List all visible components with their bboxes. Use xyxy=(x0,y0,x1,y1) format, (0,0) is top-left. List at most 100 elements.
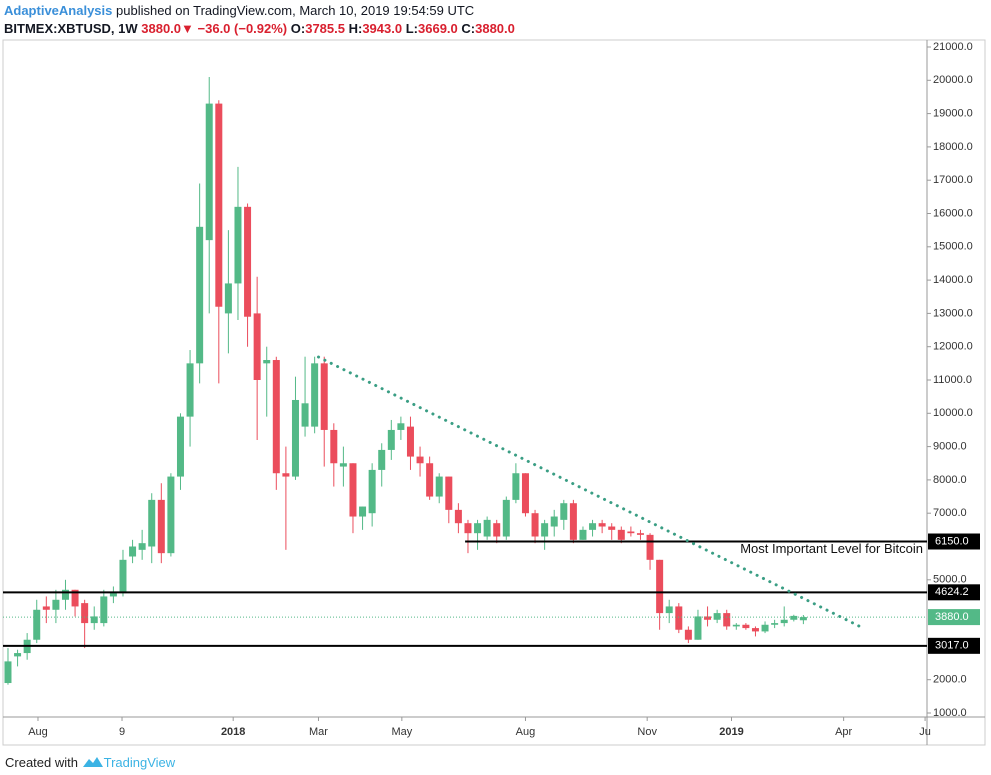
candle-body xyxy=(397,423,405,430)
candle-body xyxy=(90,616,98,624)
candle-body xyxy=(42,606,50,610)
candle-body xyxy=(493,523,501,537)
candle-body xyxy=(359,506,367,517)
candle-body xyxy=(761,624,769,632)
candle-body xyxy=(656,559,664,614)
candle-body xyxy=(129,546,137,557)
header-line-2: BITMEX:XBTUSD, 1W 3880.0▼ −36.0 (−0.92%)… xyxy=(4,21,515,36)
candle-body xyxy=(723,613,731,627)
candle-body xyxy=(684,629,692,640)
candle-body xyxy=(675,606,683,630)
candle-body xyxy=(215,103,223,307)
ohlc: O:3785.5 H:3943.0 L:3669.0 C:3880.0 xyxy=(291,21,515,36)
y-tick-label: 15000.0 xyxy=(933,241,973,253)
candle-body xyxy=(167,476,175,554)
candle-body xyxy=(771,623,779,625)
y-tick-label: 9000.0 xyxy=(933,441,967,453)
candle-body xyxy=(33,609,41,640)
y-tick-label: 11000.0 xyxy=(933,374,972,386)
candle-body xyxy=(636,533,644,535)
candle-body xyxy=(339,463,347,467)
x-tick-label: 9 xyxy=(119,726,125,738)
y-tick-label: 7000.0 xyxy=(933,507,967,519)
x-tick-label: 2019 xyxy=(719,726,743,738)
candle-body xyxy=(502,499,510,537)
candle-body xyxy=(52,599,60,610)
candle-body xyxy=(454,509,462,524)
level-label: 6150.0 xyxy=(935,535,969,547)
candle-body xyxy=(704,616,712,620)
candle-body xyxy=(186,363,194,417)
logo xyxy=(82,757,103,767)
candle-body xyxy=(224,283,232,314)
candle-body xyxy=(751,628,759,632)
y-tick-label: 10000.0 xyxy=(933,407,973,419)
ohlc-value: 3880.0 xyxy=(475,21,515,36)
candle-body xyxy=(4,661,12,684)
down-arrow: ▼ xyxy=(181,21,194,36)
candle-body xyxy=(617,529,625,540)
candle-body xyxy=(100,596,108,624)
candle-body xyxy=(205,103,213,241)
ohlc-label: H: xyxy=(348,21,363,36)
level-label-box xyxy=(928,637,980,654)
candle-body xyxy=(790,615,798,620)
x-tick-label: Nov xyxy=(637,726,657,738)
candle-body xyxy=(119,559,127,594)
candle-body xyxy=(742,624,750,629)
candle-body xyxy=(550,516,558,527)
y-tick-label: 14000.0 xyxy=(933,274,973,286)
y-tick-label: 1000.0 xyxy=(933,707,967,719)
ohlc-value: 3785.5 xyxy=(305,21,345,36)
candle-body xyxy=(416,456,424,464)
candle-body xyxy=(474,523,482,534)
ohlc-label: O: xyxy=(290,21,306,36)
level-label-box xyxy=(928,533,980,550)
candle-body xyxy=(799,617,807,621)
trendline xyxy=(316,355,863,629)
created-with: Created with xyxy=(5,755,78,770)
y-tick-label: 13000.0 xyxy=(933,307,973,319)
ohlc-value: 3669.0 xyxy=(418,21,458,36)
y-tick-label: 21000.0 xyxy=(933,41,973,53)
author[interactable]: AdaptiveAnalysis xyxy=(4,3,113,18)
y-tick-label: 8000.0 xyxy=(933,474,967,486)
x-tick-label: Aug xyxy=(28,726,48,738)
brand[interactable]: TradingView xyxy=(103,755,176,770)
header-line-1: AdaptiveAnalysis published on TradingVie… xyxy=(4,3,474,18)
candle-body xyxy=(244,206,252,317)
candle-body xyxy=(780,619,788,624)
candle-body xyxy=(521,473,529,514)
footer: Created with TradingView xyxy=(5,755,175,770)
change: −36.0 (−0.92%) xyxy=(197,21,288,36)
candle-body xyxy=(426,463,434,497)
current-price-box xyxy=(928,609,980,626)
x-tick-label: Mar xyxy=(309,726,328,738)
candle-body xyxy=(406,426,414,457)
candle-body xyxy=(598,523,606,527)
y-tick-label: 17000.0 xyxy=(933,174,973,186)
ohlc-label: C: xyxy=(461,21,476,36)
candle-body xyxy=(176,416,184,477)
chart: 1000.0 2000.0 5000.0 7000.0 8000.0 9000.0 1000… xyxy=(2,39,986,746)
candle-body xyxy=(196,226,204,364)
candle-body xyxy=(579,529,587,540)
y-tick-label: 12000.0 xyxy=(933,341,973,353)
candle-body xyxy=(301,403,309,427)
current-price-label: 3880.0 xyxy=(935,611,969,623)
candle-body xyxy=(445,476,453,510)
candle-body xyxy=(253,313,261,380)
y-tick-label: 16000.0 xyxy=(933,207,973,219)
candle-body xyxy=(61,589,69,600)
candle-body xyxy=(291,399,299,477)
candle-body xyxy=(732,624,740,627)
candle-body xyxy=(694,616,702,640)
symbol: BITMEX:XBTUSD, 1W xyxy=(4,21,138,36)
price: 3880.0 xyxy=(141,21,182,36)
x-tick-label: Ju xyxy=(919,726,931,738)
candle-body xyxy=(263,360,271,364)
y-tick-label: 2000.0 xyxy=(933,674,967,686)
candle-body xyxy=(138,543,146,550)
ohlc-label: L: xyxy=(405,21,418,36)
